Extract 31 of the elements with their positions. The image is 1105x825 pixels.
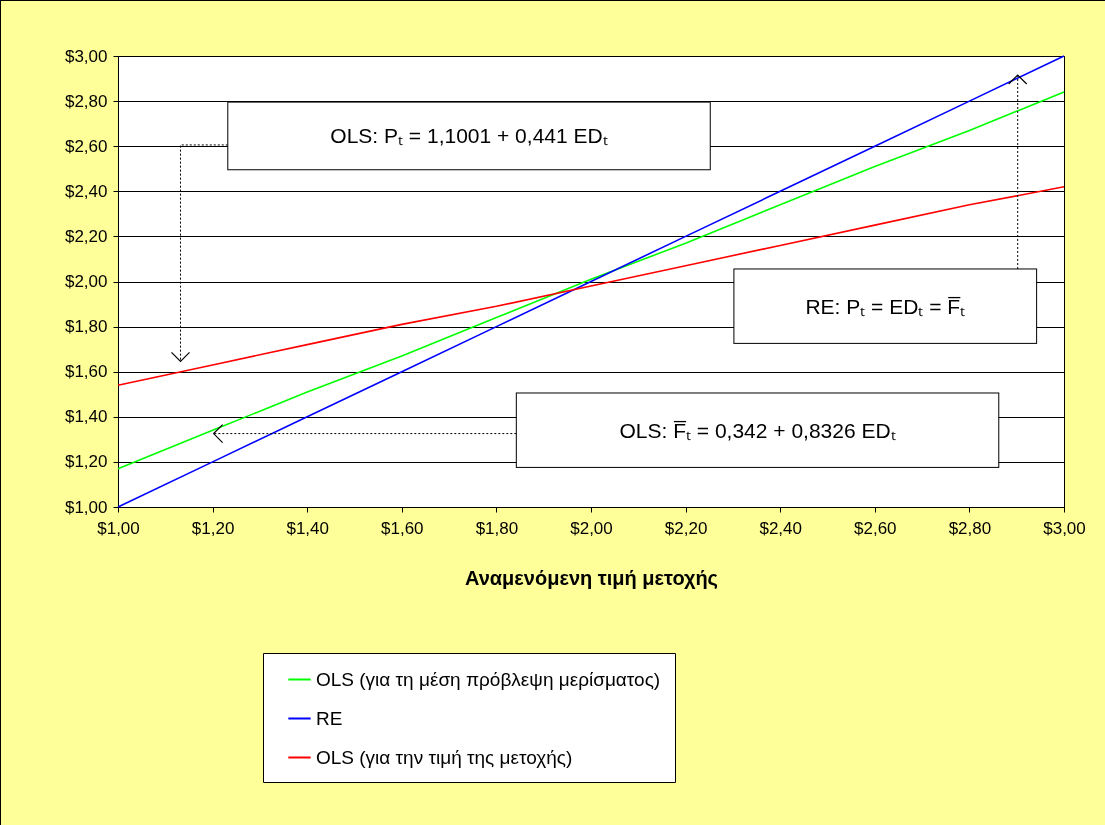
annotation: OLS: Pₜ = 1,1001 + 0,441 EDₜ — [330, 124, 608, 148]
x-axis-title: Αναμενόμενη τιμή μετοχής — [464, 566, 719, 589]
x-tick-label: $1,60 — [381, 518, 424, 538]
y-tick-label: $2,80 — [64, 91, 108, 111]
x-tick-label: $1,40 — [286, 518, 329, 538]
x-tick-label: $3,00 — [1043, 518, 1086, 538]
y-tick-label: $1,20 — [64, 452, 108, 472]
y-tick-label: $2,60 — [64, 136, 108, 156]
y-tick-label: $1,00 — [64, 497, 108, 517]
y-tick-label: $1,40 — [64, 407, 108, 427]
legend-label: OLS (για την τιμή της μετοχής) — [316, 746, 573, 768]
y-tick-label: $2,00 — [64, 272, 108, 291]
annotation: OLS: F̅ₜ = 0,342 + 0,8326 EDₜ — [619, 418, 896, 442]
y-tick-label: $2,20 — [64, 226, 108, 246]
legend-label: OLS (για τη μέση πρόβλεψη μερίσματος) — [316, 668, 661, 690]
legend-label: RE — [316, 707, 343, 729]
line-series — [117, 185, 1065, 387]
y-tick-label: $2,40 — [64, 181, 108, 201]
x-tick-label: $1,20 — [191, 518, 235, 538]
line-series — [117, 91, 1065, 470]
y-tick-label: $3,00 — [64, 46, 108, 66]
x-tick-label: $1,80 — [475, 518, 519, 538]
y-tick-label: $1,60 — [64, 362, 108, 382]
x-tick-label: $2,00 — [570, 518, 613, 538]
x-tick-label: $2,60 — [854, 518, 897, 538]
y-tick-label: $1,80 — [64, 317, 108, 337]
annotation: RE: Pₜ = EDₜ = F̅ₜ — [805, 294, 966, 318]
x-tick-label: $2,40 — [759, 518, 802, 538]
x-tick-label: $2,20 — [664, 518, 708, 538]
x-tick-label: $1,00 — [97, 518, 140, 538]
x-tick-label: $2,80 — [948, 518, 992, 538]
